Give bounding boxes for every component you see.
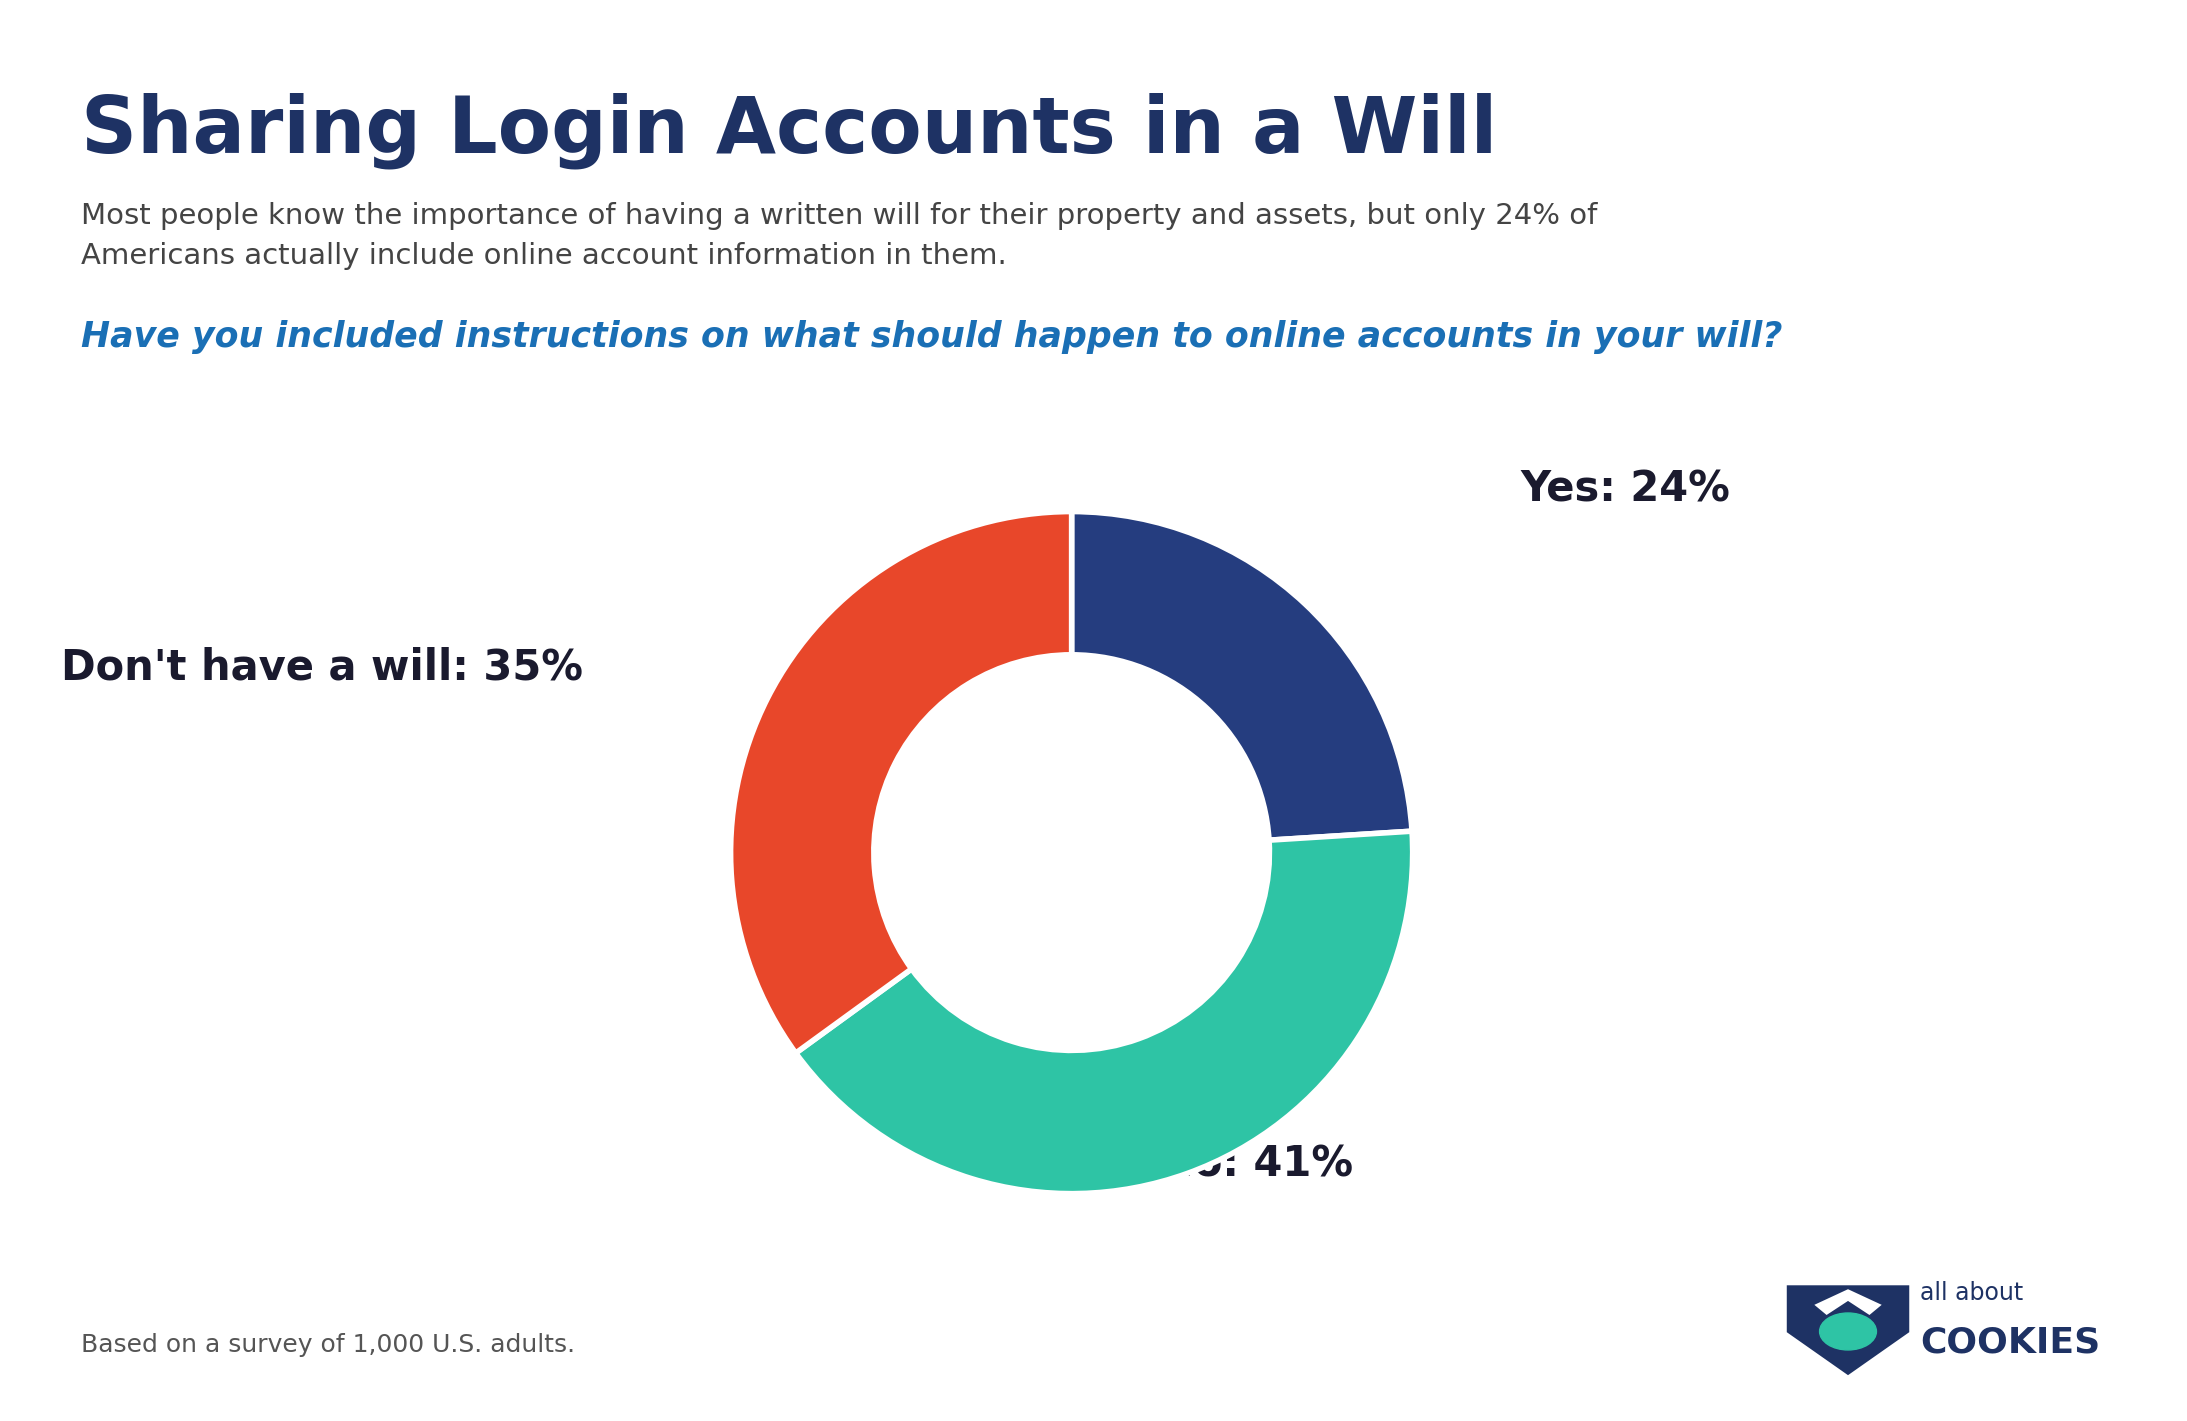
Text: Have you included instructions on what should happen to online accounts in your : Have you included instructions on what s…	[81, 320, 1782, 354]
Text: No: 41%: No: 41%	[1159, 1144, 1354, 1187]
Text: COOKIES: COOKIES	[1920, 1326, 2100, 1360]
Text: all about: all about	[1920, 1282, 2023, 1304]
Text: Yes: 24%: Yes: 24%	[1520, 469, 1730, 512]
Circle shape	[1820, 1313, 1876, 1350]
Text: Don't have a will: 35%: Don't have a will: 35%	[61, 647, 584, 689]
Text: Based on a survey of 1,000 U.S. adults.: Based on a survey of 1,000 U.S. adults.	[81, 1333, 575, 1357]
Text: Sharing Login Accounts in a Will: Sharing Login Accounts in a Will	[81, 92, 1498, 169]
Wedge shape	[730, 512, 1072, 1053]
Wedge shape	[796, 831, 1413, 1194]
Polygon shape	[1787, 1285, 1909, 1376]
Wedge shape	[1072, 512, 1413, 840]
Polygon shape	[1815, 1289, 1881, 1314]
Text: Most people know the importance of having a written will for their property and : Most people know the importance of havin…	[81, 202, 1597, 270]
